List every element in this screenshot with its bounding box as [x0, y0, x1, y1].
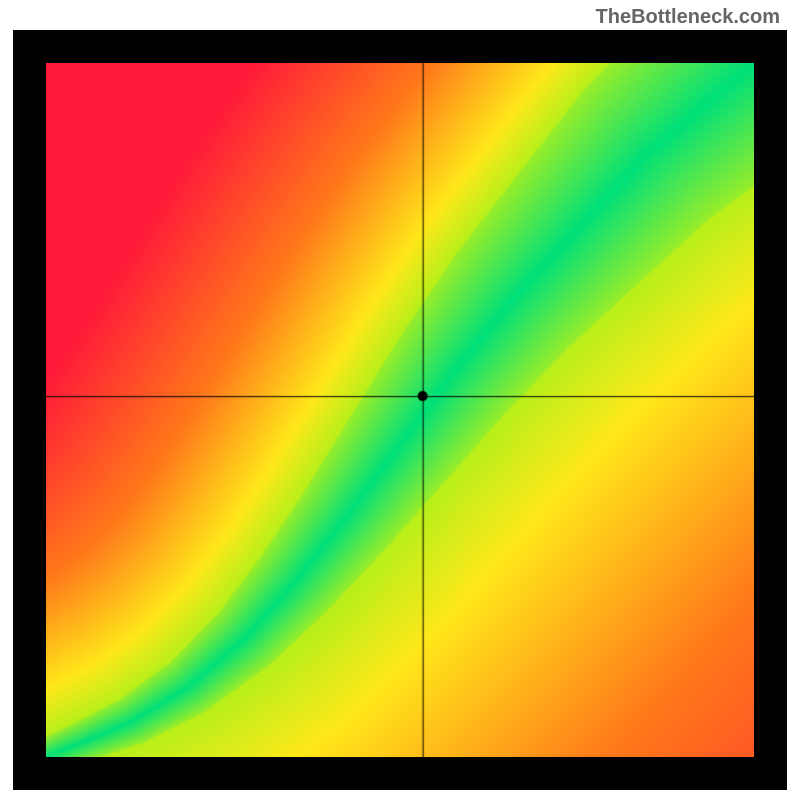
heatmap-canvas: [46, 63, 754, 757]
watermark-text: TheBottleneck.com: [596, 6, 780, 29]
chart-frame: [13, 30, 787, 790]
